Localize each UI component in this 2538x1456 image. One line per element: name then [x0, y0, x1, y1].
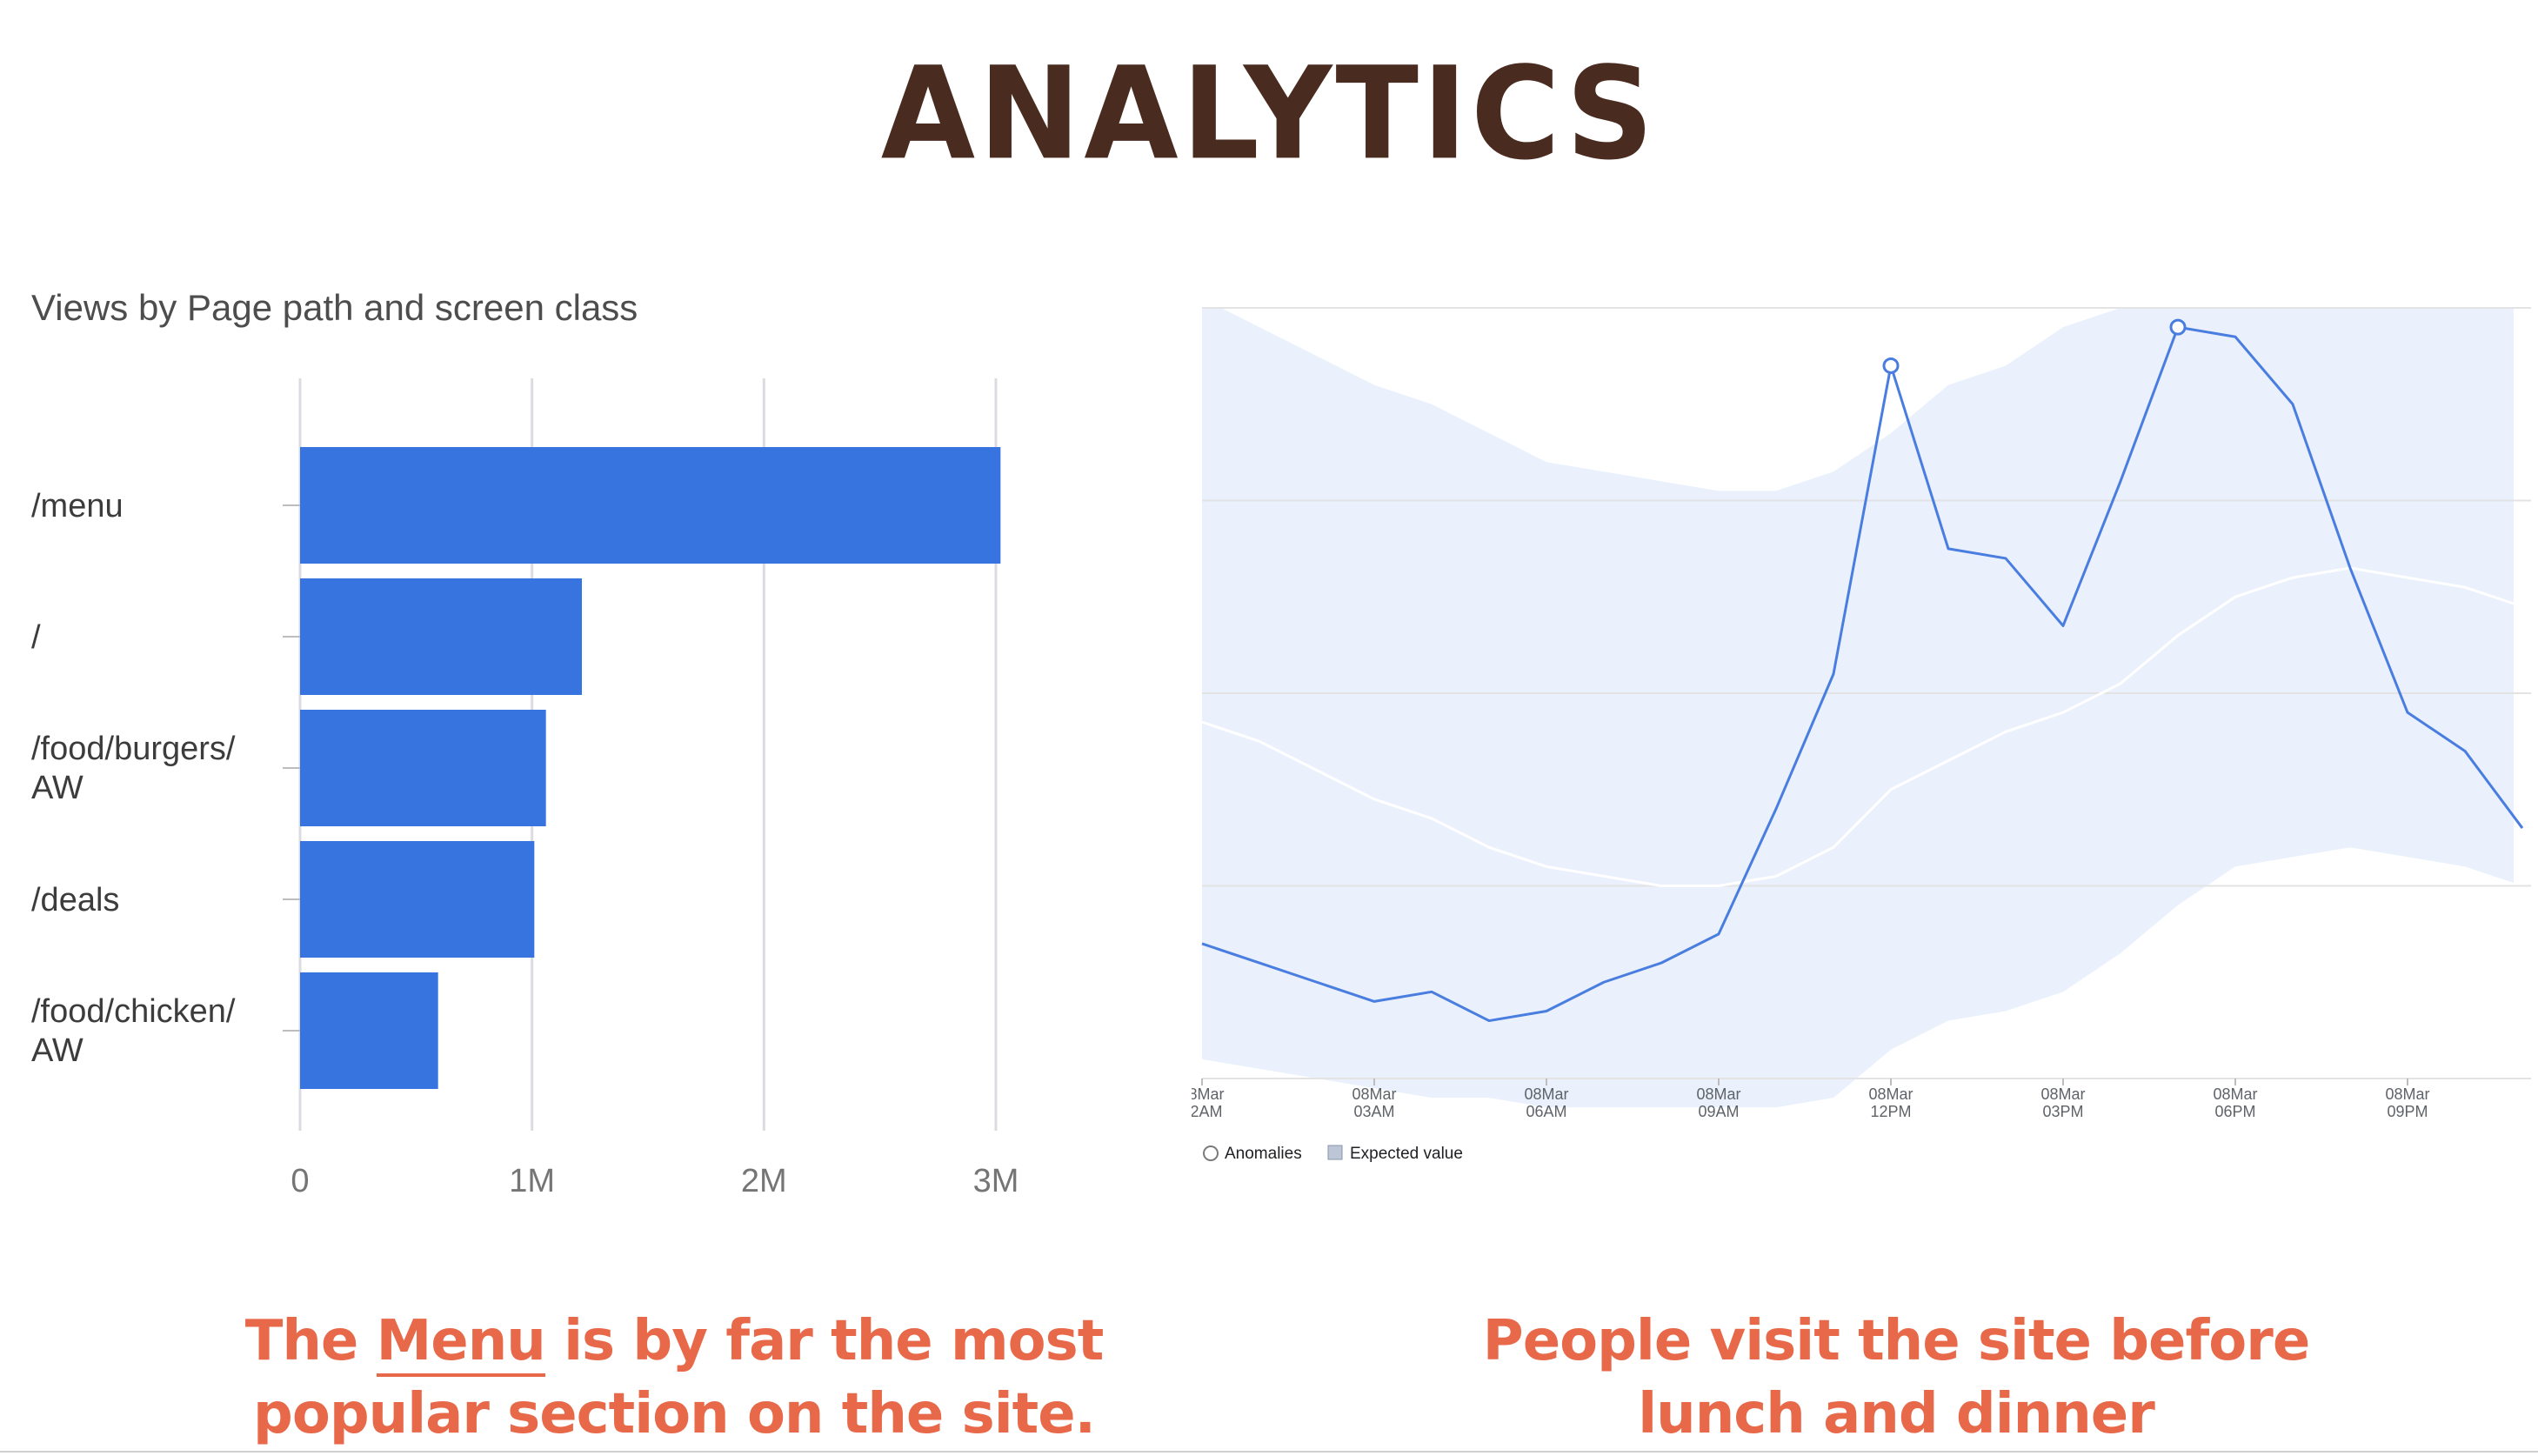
line-chart: 08Mar12AM08Mar03AM08Mar06AM08Mar09AM08Ma… [1192, 307, 2531, 1163]
bar-xtick-label: 1M [509, 1163, 555, 1199]
legend-anomalies-label: Anomalies [1225, 1145, 1302, 1163]
bar-chart: 0 1M 2M 3M/menu / /food/burgers/AW/deals/food… [31, 378, 1019, 1199]
bar-category-label: / [31, 619, 41, 656]
line-xtick-label-line: 08Mar [2040, 1085, 2085, 1103]
line-xtick-label-line: 09PM [2387, 1103, 2428, 1120]
line-xtick-label: 08Mar 06AM [1524, 1085, 1568, 1120]
line-xtick-label-line: 08Mar [1352, 1085, 1396, 1103]
legend-expected-label: Expected value [1350, 1145, 1463, 1163]
bar-category-label-line: AW [31, 1032, 83, 1069]
bar-category-label-line: /food/chicken/ [31, 993, 236, 1030]
line-xtick-label-line: 08Mar [1696, 1085, 1740, 1103]
bar-category-label: /deals [31, 882, 119, 918]
views-line [1201, 325, 2524, 1023]
legend-anomalies-icon [1203, 1145, 1219, 1161]
line-xtick-label-line: 09AM [1698, 1103, 1739, 1120]
line-xtick-label-line: 08Mar [1192, 1085, 1225, 1103]
bar-category-label-line: AW [31, 770, 83, 806]
line-xtick-label-line: 06PM [2214, 1103, 2255, 1120]
caption-left-pre: The [244, 1309, 377, 1373]
bar-category-label: /food/burgers/AW [31, 731, 236, 806]
line-xtick-label-line: 08Mar [1524, 1085, 1568, 1103]
expected-value-line [1202, 566, 2514, 887]
bar [300, 578, 582, 695]
bar [300, 841, 535, 958]
legend-expected-icon [1327, 1145, 1343, 1160]
line-xtick-label-line: 08Mar [2385, 1085, 2429, 1103]
bar-xtick-label: 0 [291, 1163, 309, 1199]
line-xtick-label-line: 03AM [1353, 1103, 1394, 1120]
bar-category-label: /menu [31, 488, 124, 524]
bar-xtick-label: 2M [741, 1163, 787, 1199]
expected-range-band [1202, 308, 2514, 1108]
anomaly-marker [1882, 357, 1900, 374]
bar [300, 447, 1001, 564]
line-xtick-label: 08Mar12AM [1192, 1085, 1225, 1120]
bottom-divider [0, 1451, 2538, 1453]
bar-xtick-label: 3M [973, 1163, 1019, 1199]
caption-left: The Menu is by far the most popular sect… [130, 1305, 1218, 1451]
bar [300, 710, 546, 826]
page-title: ANALYTICS [880, 39, 1658, 190]
line-xtick-label-line: 12AM [1192, 1103, 1223, 1120]
bar [300, 972, 438, 1089]
anomaly-marker [2169, 318, 2187, 336]
line-xtick-label-line: 08Mar [1868, 1085, 1913, 1103]
bar-category-label-line: /food/burgers/ [31, 731, 236, 767]
line-xtick-label-line: 03PM [2042, 1103, 2083, 1120]
line-xtick-label-line: 12PM [1870, 1103, 1911, 1120]
line-xtick-label: 08Mar 12PM [1868, 1085, 1913, 1120]
line-xtick-label-line: 06AM [1526, 1103, 1566, 1120]
line-xtick-label: 08Mar 09PM [2385, 1085, 2429, 1120]
line-xtick-label-line: 08Mar [2213, 1085, 2257, 1103]
bar-category-label: /food/chicken/AW [31, 993, 236, 1069]
line-xtick-label: 08Mar 03AM [1352, 1085, 1396, 1120]
line-xtick-label: 08Mar 09AM [1696, 1085, 1740, 1120]
caption-right: People visit the site before lunch and d… [1482, 1309, 2310, 1446]
caption-left-highlight: Menu [376, 1309, 546, 1377]
line-xtick-label: 08Mar 06PM [2213, 1085, 2257, 1120]
caption-left-post: is by far the most popular section on th… [253, 1309, 1104, 1446]
line-xtick-label: 08Mar 03PM [2040, 1085, 2085, 1120]
bar-chart-title: Views by Page path and screen class [31, 287, 638, 328]
